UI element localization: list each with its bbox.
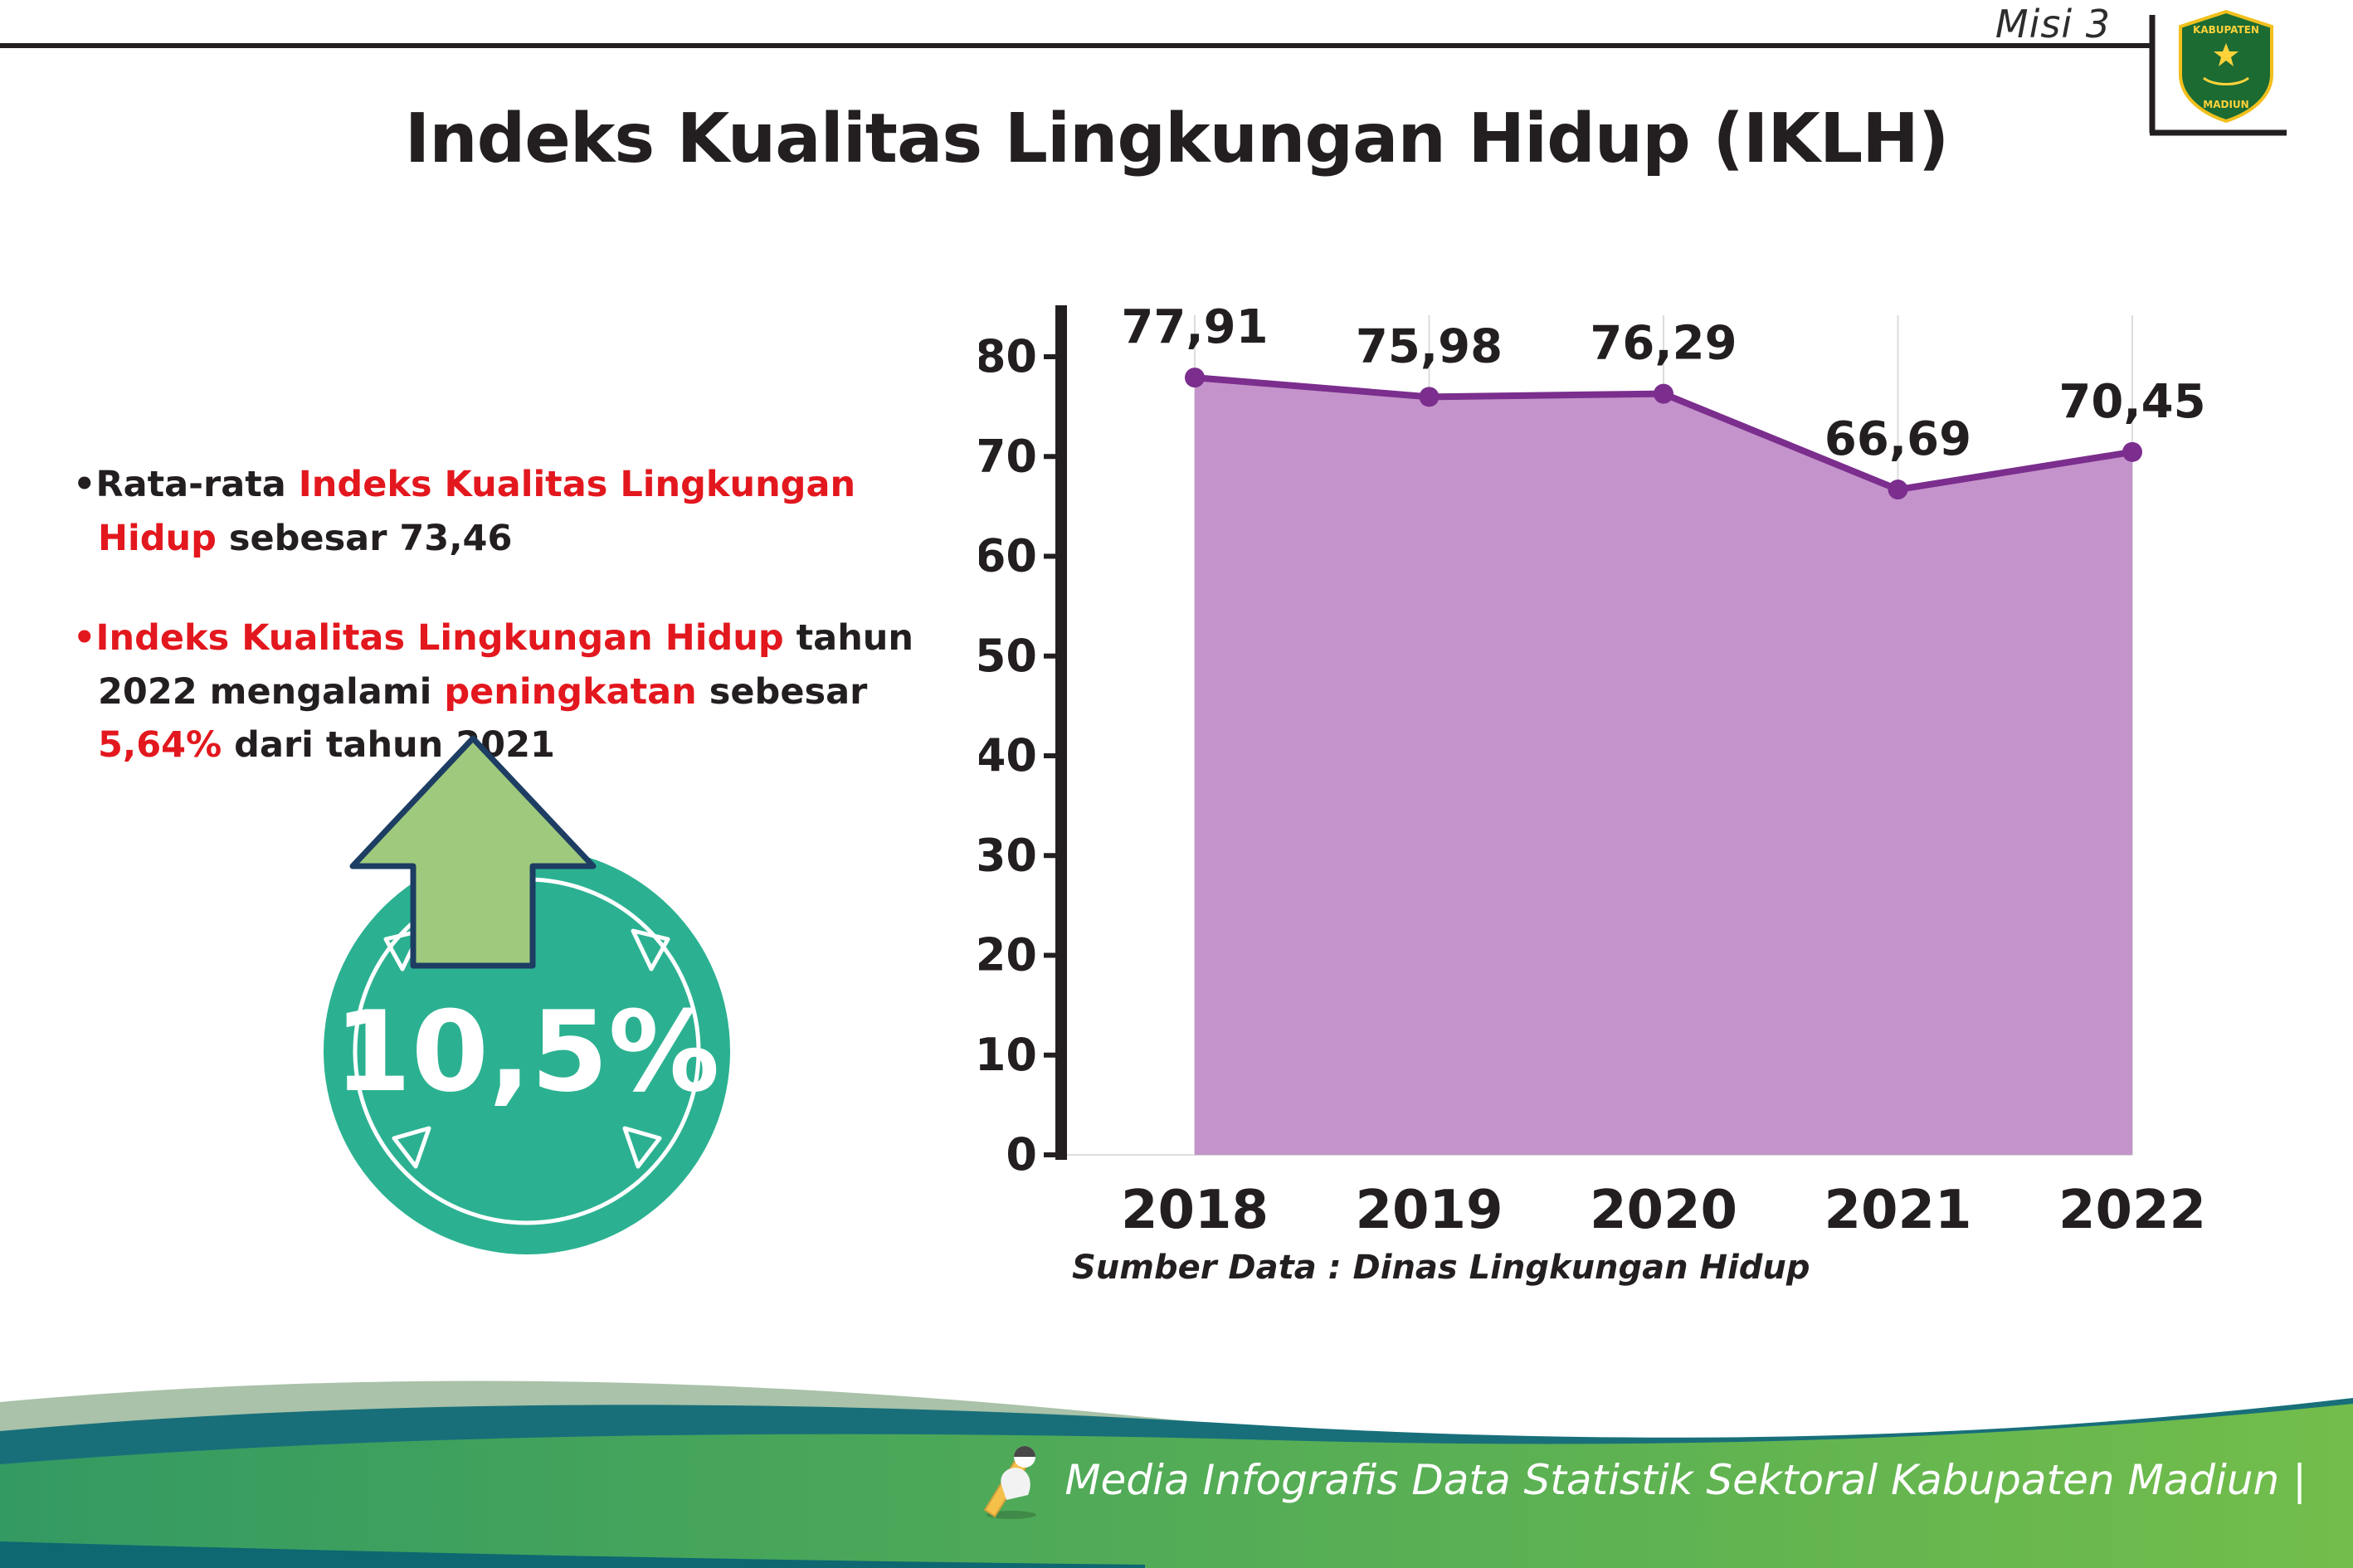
y-tick-label: 80 (979, 330, 1037, 382)
x-category-label: 2021 (1824, 1180, 1971, 1241)
x-category-label: 2020 (1590, 1180, 1737, 1241)
point-label: 77,91 (1121, 300, 1268, 354)
y-tick-label: 20 (979, 929, 1037, 981)
crest-shield-icon (2179, 9, 2273, 124)
decor-triangle (631, 928, 670, 971)
data-point (1185, 368, 1205, 388)
text-segment: dari tahun 2021 (222, 724, 555, 766)
badge-percentage: 10,5% (334, 987, 720, 1117)
data-point (1654, 383, 1673, 404)
source-note: Sumber Data : Dinas Lingkungan Hidup (1072, 1249, 1810, 1287)
mascot-icon (984, 1446, 1037, 1519)
decor-triangle (392, 1126, 431, 1169)
header-rule (0, 43, 2154, 48)
page-title: Indeks Kualitas Lingkungan Hidup (IKLH) (404, 100, 1950, 178)
y-tick-label: 50 (979, 630, 1037, 682)
bullet-marker: • (73, 464, 96, 505)
mascot-body (1001, 1468, 1031, 1500)
data-point (1419, 387, 1440, 407)
x-category-label: 2018 (1121, 1180, 1269, 1241)
y-tick-label: 40 (979, 729, 1037, 782)
misi-label: Misi 3 (1995, 2, 2111, 46)
bullet-item: •Indeks Kualitas Lingkungan Hidup tahun … (73, 611, 977, 772)
logo-top-text: KABUPATEN (2193, 24, 2259, 36)
y-tick-label: 10 (979, 1029, 1037, 1081)
decor-triangle (622, 1126, 662, 1169)
point-label: 76,29 (1590, 317, 1737, 371)
y-tick-label: 70 (979, 430, 1037, 482)
text-segment: peningkatan (444, 670, 697, 713)
x-category-label: 2019 (1355, 1180, 1503, 1241)
footer-wave-banner (0, 1381, 2353, 1568)
crest-scroll-icon (2203, 76, 2249, 85)
footer-credit-text: Media Infografis Data Statistik Sektoral… (1064, 1456, 2307, 1504)
point-label: 75,98 (1356, 319, 1503, 373)
text-segment: Indeks Kualitas Lingkungan Hidup (98, 464, 856, 559)
text-segment: sebesar 73,46 (216, 517, 513, 559)
y-axis (1055, 305, 1067, 1160)
point-label: 70,45 (2058, 375, 2205, 429)
mascot-hair (1014, 1446, 1036, 1457)
iklh-area-chart: 0 10 20 30 40 50 60 70 80 77,91 75,98 76,29 66,69 70,… (979, 300, 2206, 1241)
y-tick-label: 30 (979, 829, 1037, 881)
logo-bottom-text: MADIUN (2203, 99, 2248, 110)
footer-wave-green (0, 1404, 2353, 1568)
kabupaten-madiun-logo: KABUPATEN MADIUN (2147, 7, 2288, 139)
bullet-marker: • (73, 617, 96, 659)
footer-strip (0, 1541, 1145, 1568)
text-segment: sebesar (696, 670, 868, 713)
x-category-label: 2022 (2058, 1180, 2206, 1241)
text-segment: Indeks Kualitas Lingkungan Hidup (95, 617, 784, 659)
increase-badge: 10,5% (324, 735, 730, 1254)
area-fill (1195, 377, 2132, 1155)
y-tick-label: 60 (979, 530, 1037, 582)
logo-frame-icon: KABUPATEN MADIUN (2149, 9, 2287, 136)
footer-credit: Media Infografis Data Statistik Sektoral… (978, 1440, 2307, 1520)
up-arrow-icon (349, 735, 597, 969)
star-icon (2214, 43, 2239, 66)
y-tick-label: 0 (1006, 1128, 1037, 1181)
mascot-shadow (987, 1511, 1037, 1519)
point-label: 66,69 (1824, 412, 1971, 466)
bullet-list: •Rata-rata Indeks Kualitas Lingkungan Hi… (73, 458, 977, 819)
bullet-item: •Rata-rata Indeks Kualitas Lingkungan Hi… (73, 458, 977, 565)
data-point (2122, 441, 2142, 462)
text-segment: 5,64% (98, 724, 222, 766)
text-segment: tahun 2022 mengalami (98, 617, 914, 713)
text-segment: Rata-rata (95, 464, 299, 505)
data-point (1888, 480, 1908, 500)
